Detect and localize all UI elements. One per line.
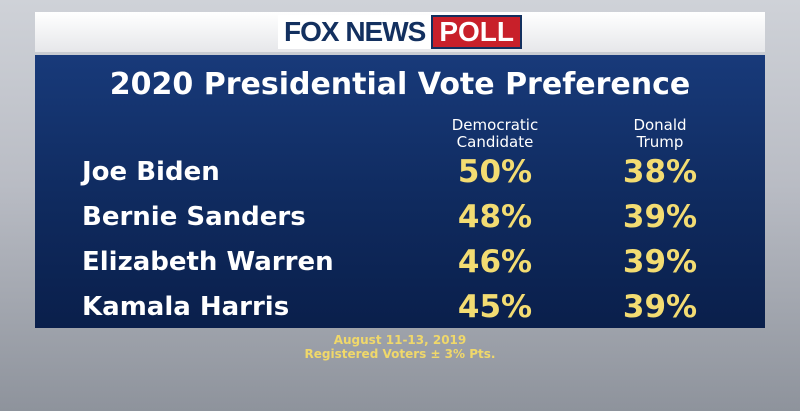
percent: 46%: [457, 244, 533, 280]
column-header-line: Trump: [636, 133, 684, 151]
row-name: Kamala Harris: [82, 292, 290, 322]
row-name: Elizabeth Warren: [82, 247, 334, 277]
percent: 38%: [622, 154, 698, 190]
footer-sample: Registered Voters ± 3% Pts.: [304, 347, 496, 361]
column-header: Democratic Candidate: [425, 117, 565, 151]
footer-dates: August 11-13, 2019: [333, 333, 467, 347]
percent: 45%: [457, 289, 533, 325]
percent: 50%: [457, 154, 533, 190]
percent: 39%: [622, 289, 698, 325]
percent: 39%: [622, 199, 698, 235]
row-name: Joe Biden: [82, 157, 220, 187]
logo: FOX NEWS POLL: [277, 15, 522, 49]
brand: FOX NEWS: [277, 15, 432, 49]
row-name: Bernie Sanders: [82, 202, 306, 232]
percent: 39%: [622, 244, 698, 280]
footer: August 11-13, 2019 Registered Voters ± 3…: [0, 333, 800, 361]
title: 2020 Presidential Vote Preference: [109, 67, 691, 102]
badge: POLL: [431, 15, 522, 49]
column-header-line: Democratic: [451, 116, 539, 134]
column-header-line: Candidate: [456, 133, 534, 151]
column-header: Donald Trump: [590, 117, 730, 151]
panel: 2020 Presidential Vote Preference Democr…: [35, 55, 765, 328]
column-header-line: Donald: [633, 116, 687, 134]
percent: 48%: [457, 199, 533, 235]
banner: FOX NEWS POLL: [35, 12, 765, 52]
